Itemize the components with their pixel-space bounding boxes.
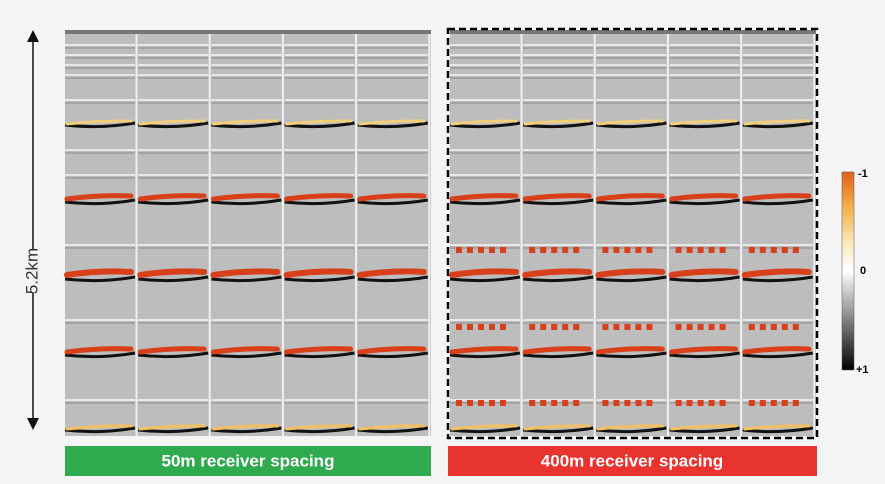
panel-caption: 400m receiver spacing — [541, 451, 723, 470]
alias-dot — [478, 247, 484, 253]
alias-dot — [551, 247, 557, 253]
alias-dot — [635, 400, 641, 406]
alias-dot — [635, 247, 641, 253]
reflector-peak — [287, 271, 351, 275]
alias-dot — [646, 324, 652, 330]
alias-dot — [489, 324, 495, 330]
reflector-peak — [452, 271, 516, 275]
reflector-peak — [67, 271, 131, 275]
alias-dot — [456, 247, 462, 253]
colorbar-label: -1 — [858, 168, 868, 180]
alias-dot — [529, 247, 535, 253]
colorbar-label: 0 — [860, 265, 866, 277]
alias-dot — [562, 400, 568, 406]
alias-dot — [540, 400, 546, 406]
alias-dot — [573, 324, 579, 330]
alias-dot — [720, 400, 726, 406]
alias-dot — [500, 324, 506, 330]
alias-dot — [602, 400, 608, 406]
alias-dot — [646, 400, 652, 406]
alias-dot — [562, 247, 568, 253]
alias-dot — [749, 247, 755, 253]
panel-top — [450, 30, 816, 34]
alias-dot — [760, 324, 766, 330]
figure: 5.2km 50m receiver spacing 400m receiver… — [0, 0, 885, 484]
alias-dot — [624, 400, 630, 406]
alias-dot — [709, 247, 715, 253]
alias-dot — [467, 247, 473, 253]
alias-dot — [551, 324, 557, 330]
alias-dot — [573, 247, 579, 253]
alias-dot — [489, 247, 495, 253]
alias-dot — [687, 400, 693, 406]
colorbar-label: +1 — [856, 364, 869, 376]
alias-dot — [698, 247, 704, 253]
alias-dot — [529, 400, 535, 406]
alias-dot — [676, 400, 682, 406]
alias-dot — [602, 247, 608, 253]
reflector-peak — [140, 271, 204, 275]
alias-dot — [489, 400, 495, 406]
alias-dot — [646, 247, 652, 253]
alias-dot — [782, 400, 788, 406]
alias-dot — [687, 324, 693, 330]
alias-dot — [749, 324, 755, 330]
alias-dot — [793, 400, 799, 406]
alias-dot — [467, 324, 473, 330]
colorbar — [842, 172, 854, 370]
alias-dot — [456, 324, 462, 330]
alias-dot — [782, 324, 788, 330]
seismic-panel — [450, 30, 816, 436]
alias-dot — [613, 247, 619, 253]
seismic-panel — [65, 30, 431, 436]
alias-dot — [540, 324, 546, 330]
alias-dot — [782, 247, 788, 253]
alias-dot — [687, 247, 693, 253]
alias-dot — [551, 400, 557, 406]
alias-dot — [676, 324, 682, 330]
alias-dot — [500, 400, 506, 406]
alias-dot — [529, 324, 535, 330]
alias-dot — [478, 400, 484, 406]
alias-dot — [709, 400, 715, 406]
alias-dot — [771, 400, 777, 406]
alias-dot — [676, 247, 682, 253]
alias-dot — [698, 400, 704, 406]
alias-dot — [573, 400, 579, 406]
alias-dot — [602, 324, 608, 330]
alias-dot — [624, 324, 630, 330]
alias-dot — [760, 400, 766, 406]
alias-dot — [624, 247, 630, 253]
alias-dot — [760, 247, 766, 253]
alias-dot — [793, 247, 799, 253]
reflector-peak — [525, 271, 589, 275]
alias-dot — [500, 247, 506, 253]
page: 5.2km 50m receiver spacing 400m receiver… — [0, 0, 885, 484]
panel-top — [65, 30, 431, 34]
reflector-peak — [213, 271, 277, 275]
alias-dot — [749, 400, 755, 406]
alias-dot — [793, 324, 799, 330]
panel-caption: 50m receiver spacing — [162, 451, 335, 470]
alias-dot — [720, 247, 726, 253]
scale-label: 5.2km — [22, 248, 41, 294]
alias-dot — [771, 324, 777, 330]
alias-dot — [613, 324, 619, 330]
alias-dot — [709, 324, 715, 330]
alias-dot — [635, 324, 641, 330]
reflector-peak — [672, 271, 736, 275]
alias-dot — [771, 247, 777, 253]
reflector-peak — [598, 271, 662, 275]
reflector-peak — [360, 271, 424, 275]
alias-dot — [456, 400, 462, 406]
alias-dot — [540, 247, 546, 253]
alias-dot — [562, 324, 568, 330]
reflector-peak — [745, 271, 809, 275]
alias-dot — [478, 324, 484, 330]
alias-dot — [698, 324, 704, 330]
alias-dot — [467, 400, 473, 406]
alias-dot — [720, 324, 726, 330]
alias-dot — [613, 400, 619, 406]
